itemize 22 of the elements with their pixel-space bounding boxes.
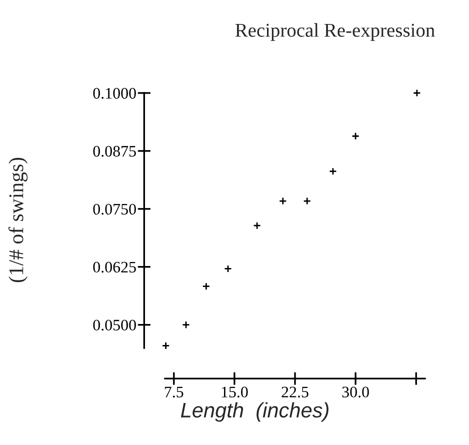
y-axis-title: (1/# of swings) xyxy=(8,158,28,282)
point xyxy=(329,167,337,176)
y-tick-label: 0.1000 xyxy=(93,88,136,99)
point xyxy=(278,197,287,205)
x-tick-label: 30.0 xyxy=(342,386,369,398)
point xyxy=(253,222,261,230)
point xyxy=(412,89,421,97)
y-tick-label: 0.0875 xyxy=(93,146,136,157)
point xyxy=(182,320,190,329)
point xyxy=(303,197,312,205)
x-tick-label: 7.5 xyxy=(164,386,184,398)
y-tick-label: 0.0500 xyxy=(93,320,136,331)
chart-title: Reciprocal Re-expression xyxy=(235,23,435,41)
x-tick-label: 22.5 xyxy=(282,386,308,398)
y-tick-label: 0.0625 xyxy=(93,262,136,273)
point xyxy=(202,282,210,290)
point xyxy=(224,264,232,273)
point xyxy=(352,132,360,140)
x-axis-title: Length (inches) xyxy=(180,402,328,422)
x-tick-label: 15.0 xyxy=(222,386,248,398)
point xyxy=(162,342,170,350)
y-tick-label: 0.0750 xyxy=(93,204,136,215)
